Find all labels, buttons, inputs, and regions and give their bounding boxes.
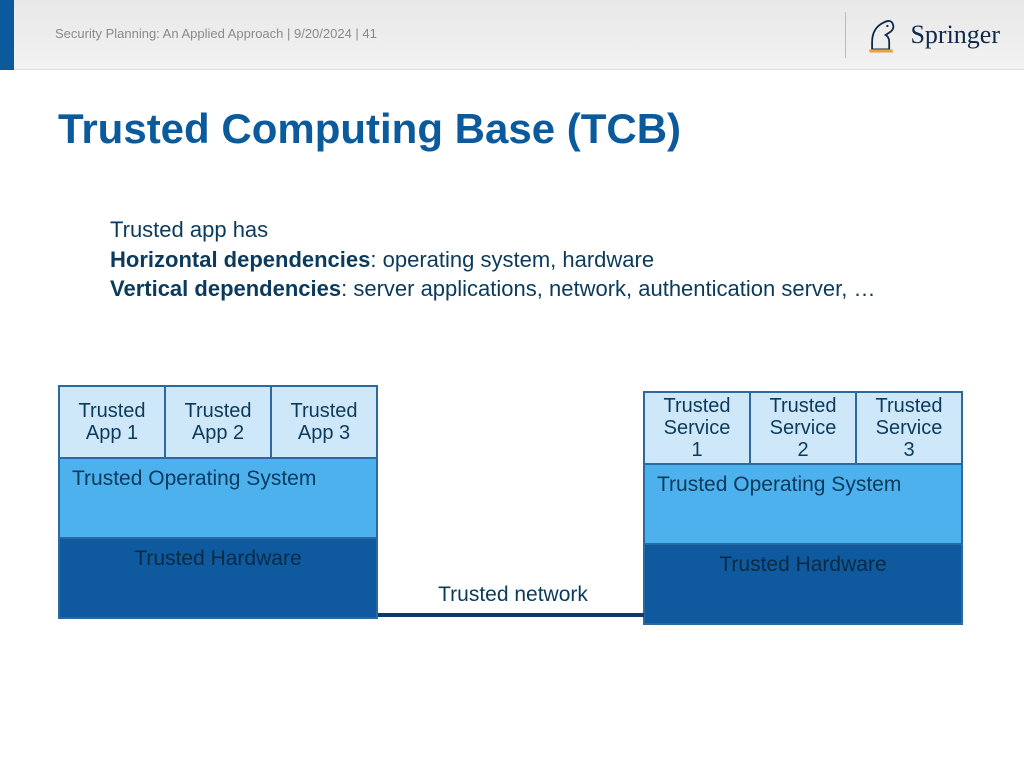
right-stack: TrustedService1 TrustedService2 TrustedS… — [643, 391, 963, 625]
vertical-deps-rest: : server applications, network, authenti… — [341, 276, 875, 301]
horizontal-deps-rest: : operating system, hardware — [370, 247, 654, 272]
left-app-1: TrustedApp 1 — [59, 386, 165, 458]
right-svc-3: TrustedService3 — [856, 392, 962, 464]
network-line — [378, 613, 644, 617]
body-line1: Trusted app has — [110, 217, 268, 242]
left-os: Trusted Operating System — [59, 458, 377, 538]
vertical-deps-label: Vertical dependencies — [110, 276, 341, 301]
network-label: Trusted network — [418, 583, 608, 607]
chess-knight-icon — [864, 15, 900, 55]
logo-text: Springer — [910, 20, 1000, 50]
right-hw: Trusted Hardware — [644, 544, 962, 624]
horizontal-deps-label: Horizontal dependencies — [110, 247, 370, 272]
right-os: Trusted Operating System — [644, 464, 962, 544]
body-text: Trusted app has Horizontal dependencies:… — [110, 215, 940, 304]
left-app-2: TrustedApp 2 — [165, 386, 271, 458]
left-hw: Trusted Hardware — [59, 538, 377, 618]
header-accent — [0, 0, 14, 70]
springer-logo: Springer — [845, 12, 1000, 58]
header-breadcrumb: Security Planning: An Applied Approach |… — [55, 26, 377, 41]
header-bar: Security Planning: An Applied Approach |… — [0, 0, 1024, 70]
right-svc-1: TrustedService1 — [644, 392, 750, 464]
slide-title: Trusted Computing Base (TCB) — [58, 105, 681, 153]
right-apps-row: TrustedService1 TrustedService2 TrustedS… — [644, 392, 962, 464]
left-apps-row: TrustedApp 1 TrustedApp 2 TrustedApp 3 — [59, 386, 377, 458]
left-stack: TrustedApp 1 TrustedApp 2 TrustedApp 3 T… — [58, 385, 378, 619]
right-svc-2: TrustedService2 — [750, 392, 856, 464]
tcb-diagram: TrustedApp 1 TrustedApp 2 TrustedApp 3 T… — [58, 385, 968, 645]
left-app-3: TrustedApp 3 — [271, 386, 377, 458]
